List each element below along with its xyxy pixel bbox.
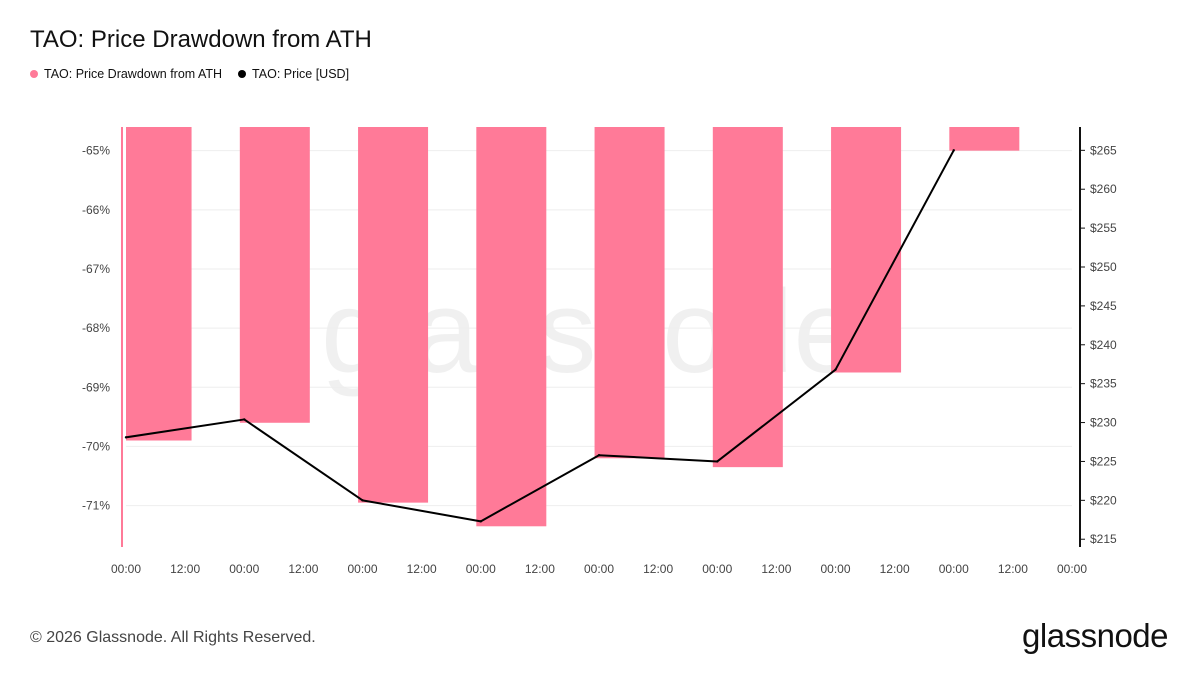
y-left-tick-label: -67% (82, 262, 110, 276)
y-left-tick-label: -65% (82, 144, 110, 158)
legend-item-drawdown[interactable]: TAO: Price Drawdown from ATH (30, 67, 222, 81)
legend-item-price[interactable]: TAO: Price [USD] (238, 67, 349, 81)
drawdown-bar (949, 127, 1020, 151)
y-right-tick-label: $265 (1090, 143, 1117, 157)
x-tick-label: 00:00 (939, 562, 969, 576)
price-point (361, 499, 364, 502)
axes: -65% -66% -67% -68% -69% -70% -71% $215 $220 $225… (82, 127, 1117, 576)
legend: TAO: Price Drawdown from ATH TAO: Price … (30, 67, 349, 81)
drawdown-bar (239, 127, 310, 423)
x-tick-label: 12:00 (525, 562, 555, 576)
legend-dot-drawdown (30, 70, 38, 78)
y-right-tick-label: $215 (1090, 532, 1117, 546)
x-tick-label: 12:00 (761, 562, 791, 576)
drawdown-bar (831, 127, 902, 373)
drawdown-bar (358, 127, 429, 503)
copyright-footer: © 2026 Glassnode. All Rights Reserved. (30, 629, 316, 646)
chart-title: TAO: Price Drawdown from ATH (30, 26, 372, 53)
x-tick-label: 12:00 (407, 562, 437, 576)
x-tick-label: 00:00 (347, 562, 377, 576)
y-left-tick-label: -70% (82, 439, 110, 453)
price-point (124, 436, 128, 439)
brand-logo: glassnode (1022, 617, 1168, 654)
y-right-tick-label: $245 (1090, 299, 1117, 313)
legend-dot-price (238, 70, 247, 78)
x-tick-label: 00:00 (466, 562, 496, 576)
legend-label-price: TAO: Price [USD] (252, 67, 350, 81)
x-tick-label: 12:00 (998, 562, 1028, 576)
price-point (716, 460, 719, 463)
drawdown-bars (126, 127, 1020, 527)
price-line (125, 149, 955, 523)
x-tick-label: 00:00 (1057, 562, 1087, 576)
price-point (243, 418, 246, 421)
x-tick-label: 00:00 (820, 562, 850, 576)
y-right-tick-label: $250 (1090, 260, 1117, 274)
price-point (834, 368, 837, 371)
y-left-tick-label: -68% (82, 321, 110, 335)
drawdown-bar (594, 127, 665, 459)
y-right-tick-label: $260 (1090, 182, 1117, 196)
y-right-tick-label: $240 (1090, 338, 1117, 352)
price-point (597, 454, 601, 457)
y-right-tick-label: $230 (1090, 416, 1117, 430)
price-point (952, 149, 955, 152)
x-tick-label: 12:00 (170, 562, 200, 576)
drawdown-bar (476, 127, 547, 527)
y-right-tick-label: $255 (1090, 221, 1117, 235)
price-point (479, 520, 482, 523)
drawdown-bar (126, 127, 192, 441)
drawdown-bar (712, 127, 783, 468)
y-left-tick-label: -66% (82, 203, 110, 217)
x-tick-label: 00:00 (584, 562, 614, 576)
price-line-group (124, 149, 955, 523)
y-right-tick-label: $225 (1090, 454, 1117, 468)
y-right-tick-label: $220 (1090, 493, 1117, 507)
x-tick-label: 12:00 (880, 562, 910, 576)
x-tick-label: 00:00 (702, 562, 732, 576)
legend-label-drawdown: TAO: Price Drawdown from ATH (44, 67, 223, 81)
x-tick-label: 00:00 (111, 562, 141, 576)
y-left-tick-label: -71% (82, 499, 110, 513)
y-left-tick-label: -69% (82, 380, 110, 394)
y-right-tick-label: $235 (1090, 377, 1117, 391)
x-tick-label: 12:00 (288, 562, 318, 576)
x-tick-label: 00:00 (229, 562, 259, 576)
x-tick-label: 12:00 (643, 562, 673, 576)
